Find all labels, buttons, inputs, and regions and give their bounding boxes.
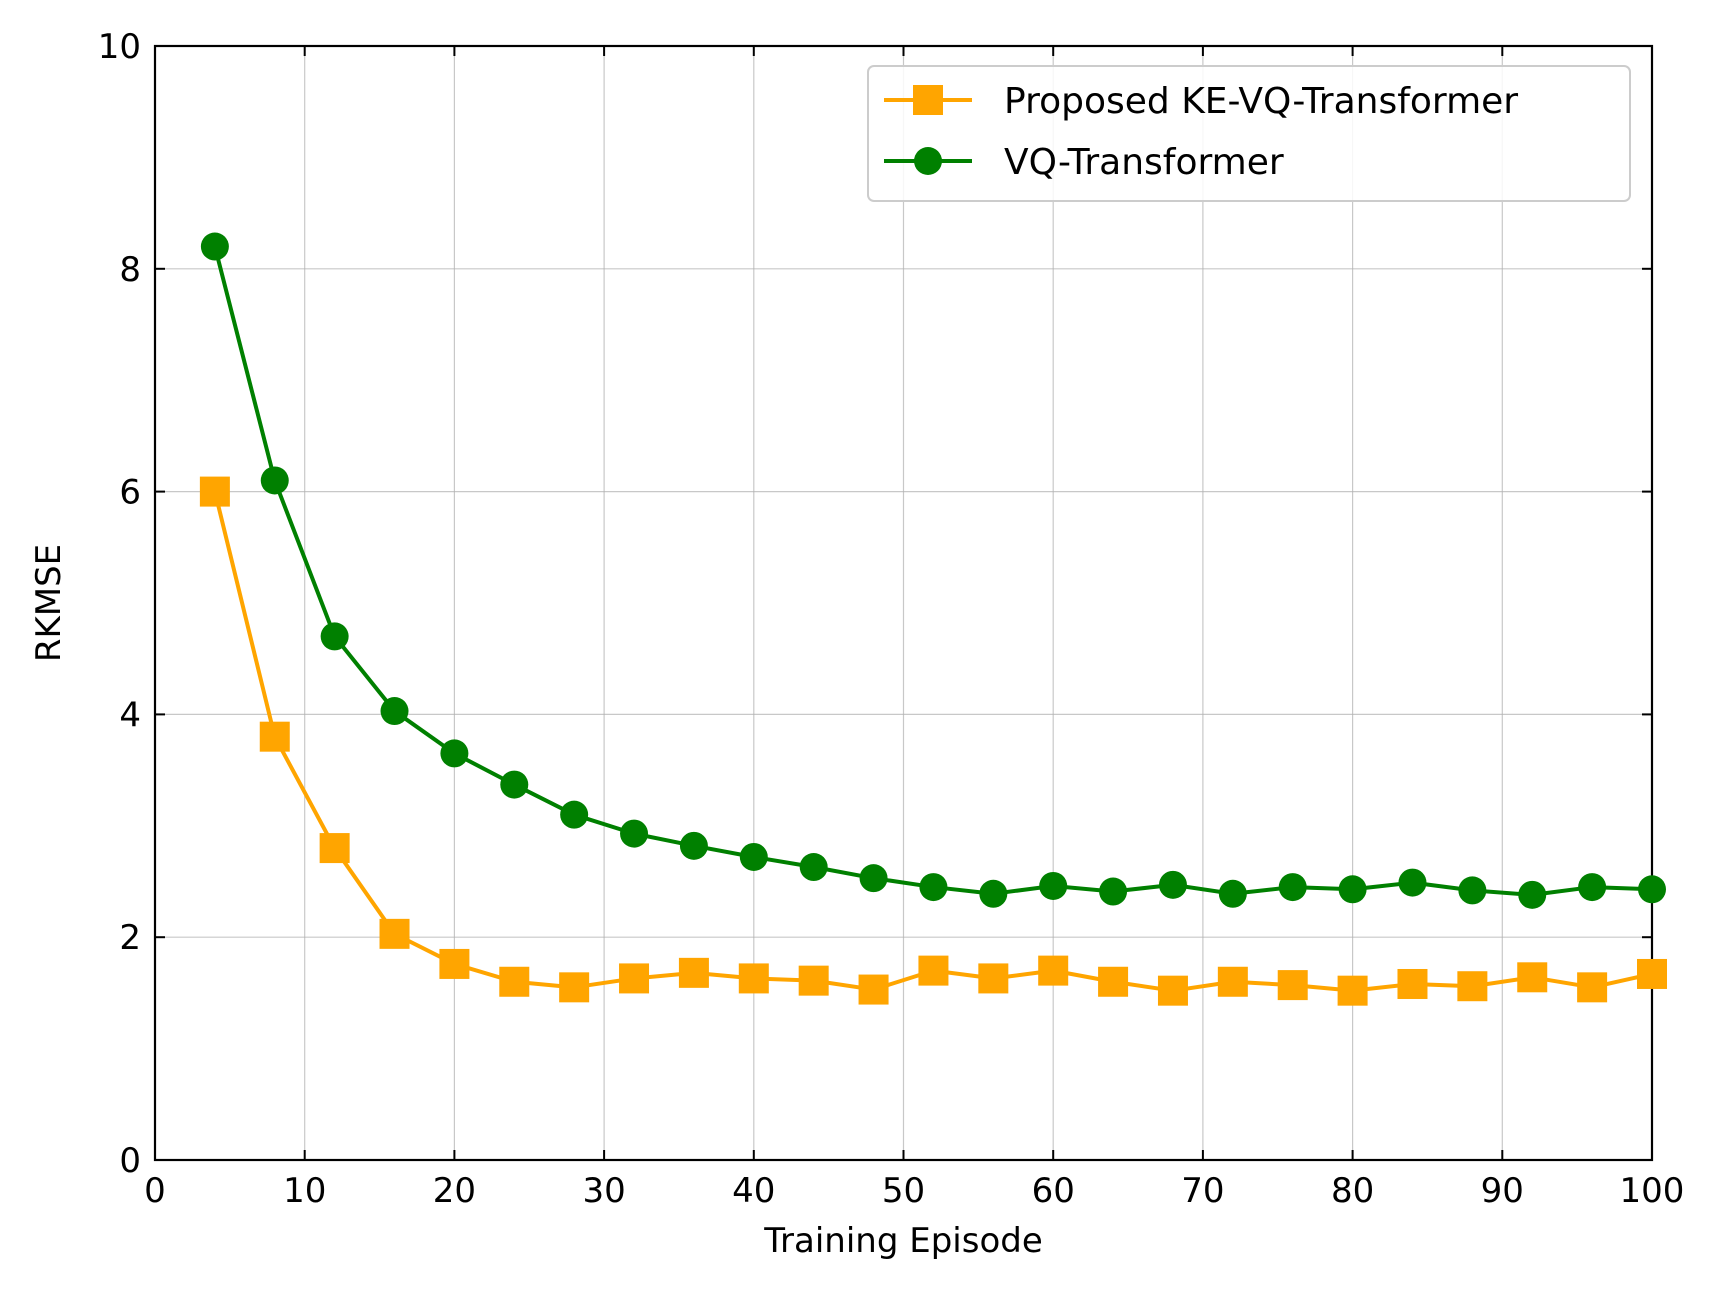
y-tick-label: 4	[119, 695, 141, 735]
legend-box	[867, 65, 1631, 202]
data-point	[199, 476, 230, 507]
data-point	[918, 955, 949, 986]
legend-label: VQ-Transformer	[1004, 142, 1284, 183]
data-point	[439, 948, 470, 979]
data-point	[1518, 880, 1547, 909]
data-point	[1038, 955, 1069, 986]
data-point	[1637, 958, 1667, 989]
y-tick-label: 8	[119, 250, 141, 290]
data-point	[619, 963, 650, 994]
data-point	[560, 800, 589, 829]
x-axis-title: Training Episode	[763, 1221, 1043, 1261]
y-tick-label: 10	[98, 27, 141, 67]
data-point	[1099, 877, 1128, 906]
data-point	[1397, 968, 1428, 999]
legend-marker	[913, 85, 943, 115]
legend-marker	[914, 147, 942, 175]
data-point	[1277, 970, 1308, 1001]
data-point	[739, 842, 768, 871]
y-tick-label: 2	[119, 918, 141, 958]
data-point	[979, 879, 1008, 908]
data-point	[1158, 870, 1187, 899]
data-point	[1098, 966, 1129, 997]
data-point	[799, 853, 828, 882]
data-point	[499, 966, 530, 997]
data-point	[1577, 972, 1608, 1003]
x-tick-label: 20	[433, 1171, 476, 1211]
data-point	[738, 963, 769, 994]
legend-entry: VQ-Transformer	[884, 142, 1284, 183]
data-point	[1337, 975, 1368, 1006]
x-tick-label: 90	[1481, 1171, 1524, 1211]
data-point	[440, 739, 469, 768]
data-point	[1217, 966, 1248, 997]
data-point	[678, 957, 709, 988]
data-point	[1458, 876, 1487, 905]
data-point	[1638, 875, 1666, 904]
series-ke-vq-transformer	[199, 476, 1667, 1006]
data-point	[379, 918, 410, 949]
data-point	[319, 833, 350, 864]
x-tick-label: 10	[283, 1171, 326, 1211]
data-point	[1517, 962, 1548, 993]
data-point	[858, 974, 889, 1005]
axes: 0 10 20 30 40 50 60 70 80 90 100 0 2 4 6 8 10	[98, 27, 1685, 1211]
y-tick-label: 0	[119, 1141, 141, 1181]
data-point	[559, 972, 590, 1003]
x-tick-label: 70	[1181, 1171, 1224, 1211]
data-point	[1039, 871, 1068, 900]
data-point	[1338, 875, 1367, 904]
data-point	[380, 697, 409, 726]
data-point	[500, 770, 529, 799]
data-point	[978, 963, 1009, 994]
data-point	[859, 864, 888, 893]
legend: Proposed KE-VQ-Transformer VQ-Transformer	[867, 65, 1631, 202]
series-line	[212, 491, 1653, 993]
data-point	[1457, 971, 1488, 1002]
data-point	[1398, 868, 1427, 897]
x-tick-label: 80	[1331, 1171, 1374, 1211]
data-point	[320, 622, 349, 651]
data-point	[200, 232, 229, 261]
series-layer	[199, 232, 1667, 1006]
x-tick-label: 50	[882, 1171, 925, 1211]
data-point	[679, 831, 708, 860]
x-tick-label: 60	[1032, 1171, 1075, 1211]
data-point	[1157, 975, 1188, 1006]
data-point	[620, 819, 649, 848]
legend-label: Proposed KE-VQ-Transformer	[1004, 81, 1518, 122]
legend-entry: Proposed KE-VQ-Transformer	[884, 81, 1518, 122]
data-point	[260, 466, 289, 495]
data-point	[919, 873, 948, 902]
x-tick-label: 0	[144, 1171, 166, 1211]
data-point	[798, 965, 829, 996]
x-tick-label: 30	[582, 1171, 625, 1211]
x-tick-label: 100	[1620, 1171, 1685, 1211]
series-line	[212, 246, 1653, 897]
series-vq-transformer	[200, 232, 1666, 909]
data-point	[1218, 879, 1247, 908]
data-point	[1278, 873, 1307, 902]
x-tick-label: 40	[732, 1171, 775, 1211]
data-point	[1578, 873, 1607, 902]
data-point	[259, 721, 290, 752]
y-axis-title: RKMSE	[29, 544, 69, 662]
y-tick-label: 6	[119, 473, 141, 513]
